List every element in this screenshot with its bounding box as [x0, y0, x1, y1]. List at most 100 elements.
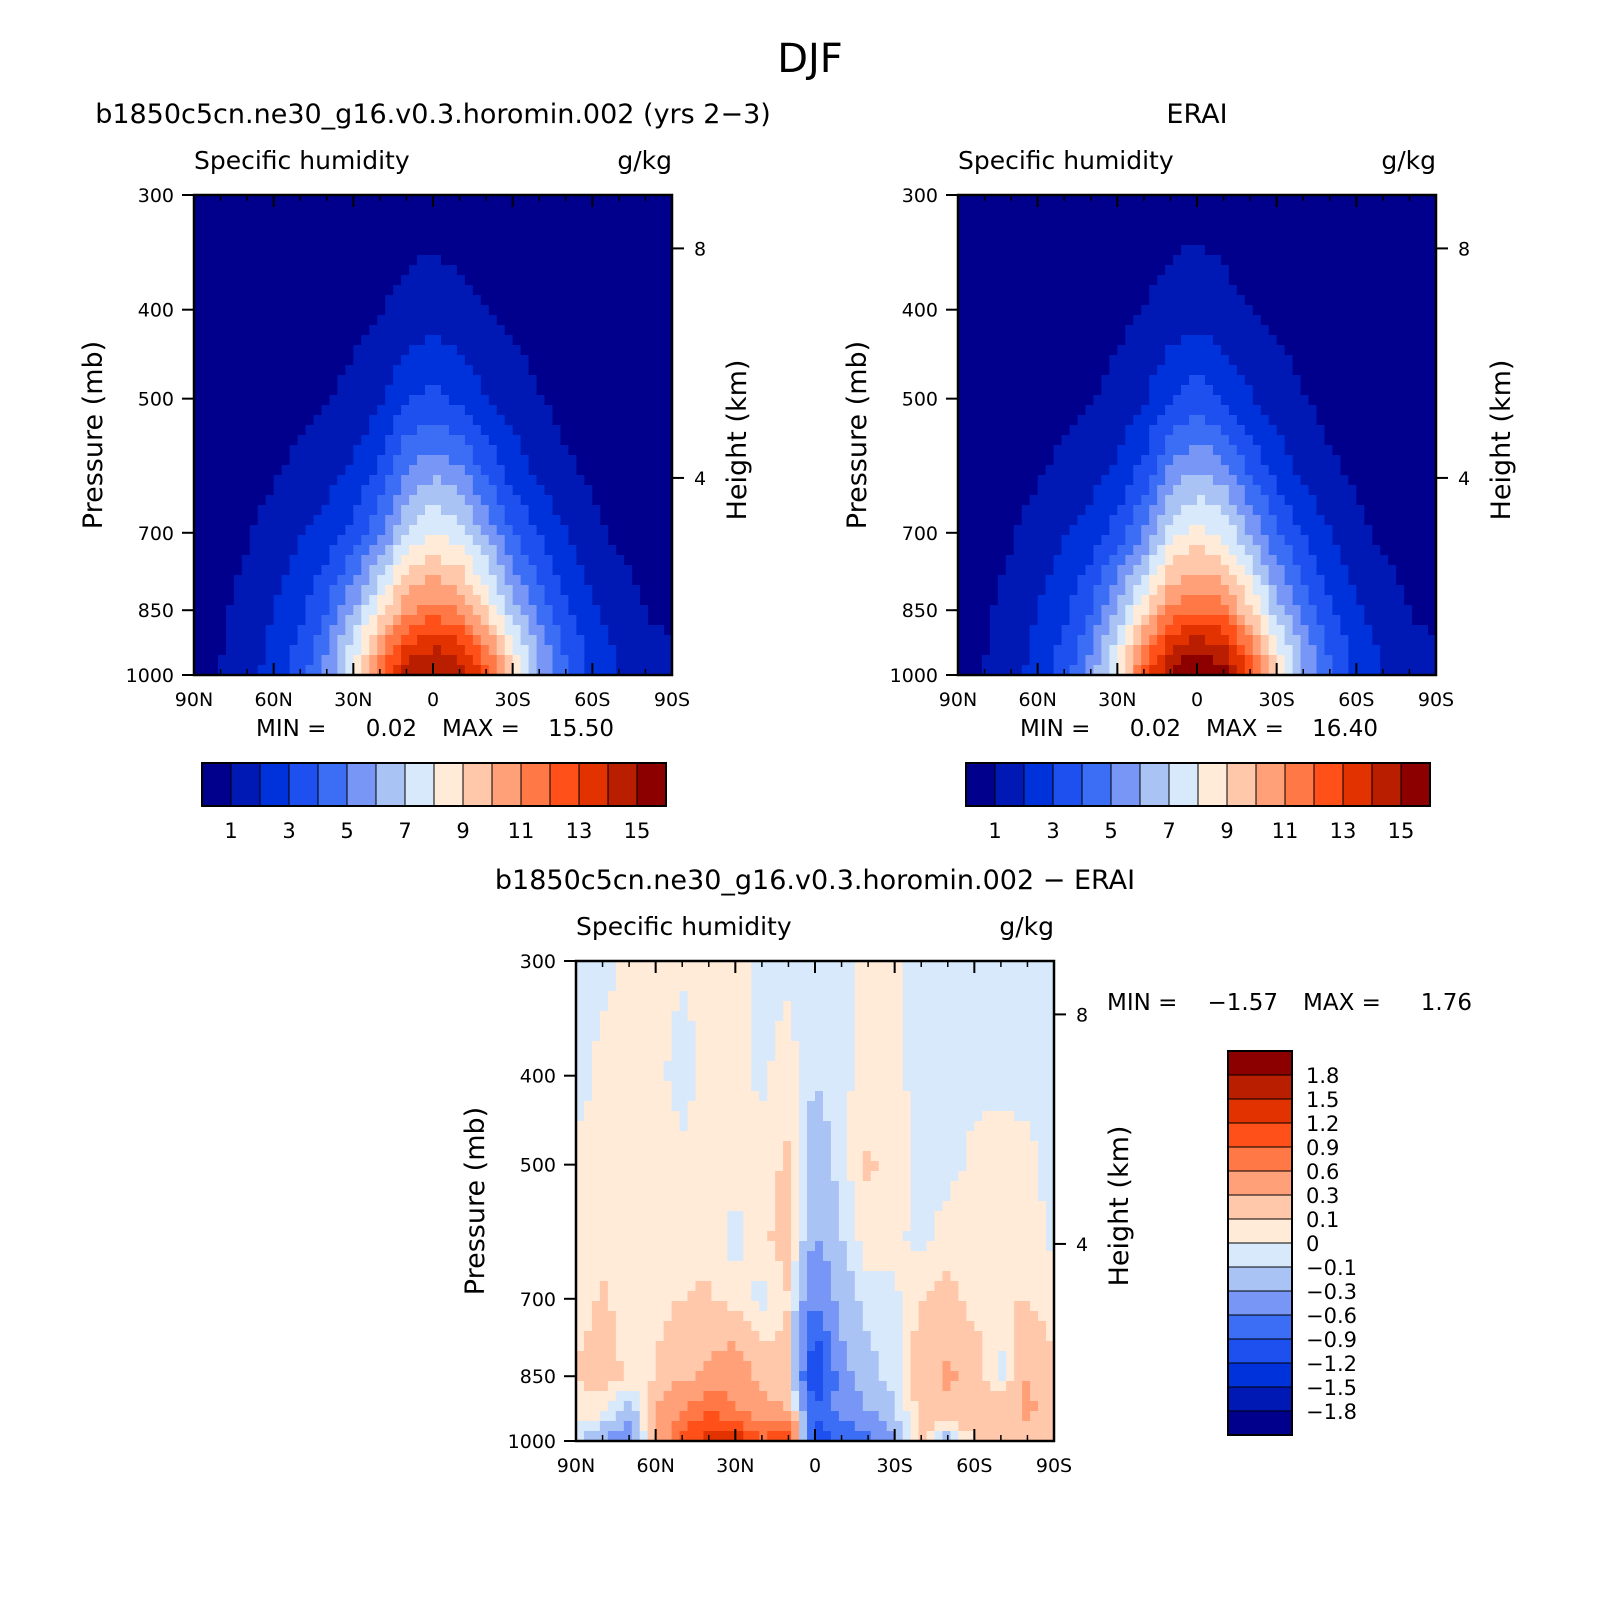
- heatmap-cell: [249, 345, 259, 356]
- heatmap-cell: [520, 325, 530, 336]
- heatmap-cell: [1173, 255, 1182, 266]
- heatmap-cell: [1236, 465, 1246, 476]
- heatmap-cell: [1157, 475, 1166, 486]
- heatmap-cell: [464, 195, 474, 206]
- heatmap-cell: [225, 645, 235, 656]
- heatmap-cell: [958, 275, 967, 286]
- heatmap-cell: [225, 275, 235, 286]
- heatmap-cell: [1252, 365, 1262, 376]
- heatmap-cell: [1021, 295, 1031, 306]
- heatmap-cell: [544, 365, 554, 376]
- heatmap-cell: [1348, 395, 1357, 406]
- heatmap-cell: [1181, 385, 1190, 396]
- heatmap-cell: [273, 355, 283, 366]
- heatmap-cell: [648, 205, 657, 216]
- heatmap-cell: [584, 525, 593, 536]
- heatmap-cell: [1380, 485, 1389, 496]
- heatmap-cell: [401, 375, 410, 386]
- heatmap-cell: [1061, 315, 1071, 326]
- heatmap-cell: [273, 345, 283, 356]
- heatmap-cell: [345, 265, 354, 276]
- heatmap-cell: [965, 255, 975, 266]
- heatmap-cell: [640, 485, 649, 496]
- heatmap-cell: [273, 195, 283, 206]
- heatmap-cell: [520, 305, 530, 316]
- heatmap-cell: [353, 375, 362, 386]
- heatmap-cell: [480, 575, 490, 586]
- heatmap-cell: [544, 595, 554, 606]
- heatmap-cell: [528, 275, 538, 286]
- heatmap-cell: [1324, 245, 1334, 256]
- heatmap-cell: [369, 245, 378, 256]
- heatmap-cell: [1141, 305, 1150, 316]
- heatmap-cell: [1045, 225, 1055, 236]
- heatmap-cell: [409, 395, 418, 406]
- heatmap-cell: [249, 425, 259, 436]
- heatmap-cell: [568, 615, 577, 626]
- heatmap-cell: [512, 295, 522, 306]
- heatmap-cell: [632, 215, 641, 226]
- heatmap-cell: [1212, 335, 1222, 346]
- heatmap-cell: [1061, 245, 1071, 256]
- colorbar-swatch: [230, 762, 261, 807]
- heatmap-cell: [377, 555, 386, 566]
- heatmap-cell: [361, 665, 370, 676]
- heatmap-cell: [1061, 295, 1071, 306]
- heatmap-cell: [584, 555, 593, 566]
- heatmap-cell: [656, 205, 665, 216]
- heatmap-cell: [1236, 205, 1246, 216]
- heatmap-cell: [1141, 425, 1150, 436]
- heatmap-cell: [1212, 255, 1222, 266]
- heatmap-cell: [1117, 345, 1126, 356]
- heatmap-cell: [1404, 225, 1413, 236]
- heatmap-cell: [241, 335, 251, 346]
- heatmap-cell: [305, 195, 315, 206]
- heatmap-cell: [592, 285, 601, 296]
- heatmap-cell: [1157, 405, 1166, 416]
- heatmap-cell: [361, 615, 370, 626]
- heatmap-cell: [600, 255, 609, 266]
- heatmap-cell: [225, 205, 235, 216]
- heatmap-cell: [1412, 275, 1421, 286]
- heatmap-cell: [1013, 405, 1023, 416]
- heatmap-cell: [353, 665, 362, 676]
- heatmap-cell: [289, 435, 299, 446]
- heatmap-cell: [1069, 525, 1079, 536]
- heatmap-cell: [1077, 445, 1087, 456]
- heatmap-cell: [385, 305, 394, 316]
- heatmap-cell: [1013, 305, 1023, 316]
- heatmap-cell: [337, 395, 346, 406]
- heatmap-cell: [528, 575, 538, 586]
- heatmap-cell: [1173, 225, 1182, 236]
- heatmap-cell: [592, 235, 601, 246]
- heatmap-cell: [552, 295, 562, 306]
- heatmap-cell: [201, 655, 211, 666]
- heatmap-cell: [488, 575, 498, 586]
- heatmap-cell: [1412, 445, 1421, 456]
- heatmap-cell: [345, 285, 354, 296]
- heatmap-cell: [1181, 395, 1190, 406]
- heatmap-cell: [456, 285, 466, 296]
- heatmap-cell: [1125, 335, 1134, 346]
- heatmap-cell: [1133, 395, 1142, 406]
- heatmap-cell: [616, 465, 625, 476]
- heatmap-cell: [1093, 425, 1102, 436]
- heatmap-cell: [592, 565, 601, 576]
- heatmap-cell: [504, 195, 514, 206]
- heatmap-cell: [1308, 295, 1318, 306]
- heatmap-cell: [194, 545, 203, 556]
- heatmap-cell: [1356, 425, 1365, 436]
- heatmap-cell: [305, 535, 315, 546]
- heatmap-cell: [1412, 295, 1421, 306]
- heatmap-cell: [989, 525, 999, 536]
- heatmap-cell: [1284, 425, 1294, 436]
- heatmap-cell: [249, 225, 259, 236]
- heatmap-cell: [965, 245, 975, 256]
- heatmap-cell: [640, 575, 649, 586]
- heatmap-cell: [297, 515, 307, 526]
- heatmap-cell: [297, 275, 307, 286]
- heatmap-cell: [1292, 375, 1302, 386]
- heatmap-cell: [1141, 205, 1150, 216]
- heatmap-cell: [1420, 355, 1429, 366]
- heatmap-cell: [321, 475, 331, 486]
